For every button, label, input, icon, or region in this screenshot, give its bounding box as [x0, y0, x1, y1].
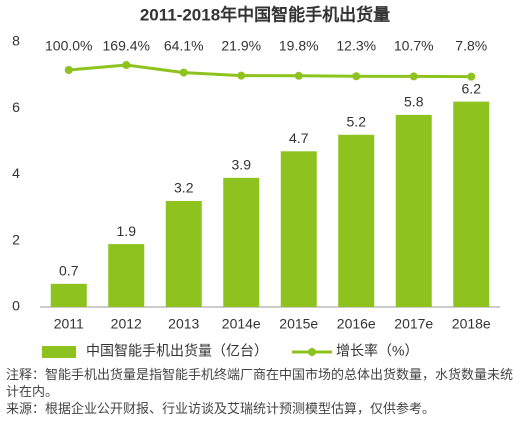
- bar: [395, 114, 432, 307]
- x-tick-label: 2018e: [452, 316, 491, 332]
- y-tick-label: 2: [12, 231, 20, 247]
- legend-label: 中国智能手机出货量（亿台）: [86, 343, 268, 359]
- y-tick-label: 4: [12, 165, 20, 181]
- line-value-label: 64.1%: [164, 38, 204, 54]
- growth-line: [68, 63, 472, 79]
- source: 来源：根据企业公开财报、行业访谈及艾瑞统计预测模型估算，仅供参考。: [6, 401, 436, 416]
- x-tick-label: 2012: [111, 316, 142, 332]
- bar: [223, 177, 260, 307]
- bar-value-label: 4.7: [289, 130, 309, 146]
- line-value-label: 100.0%: [45, 38, 92, 54]
- bar: [338, 134, 375, 307]
- bar-value-label: 5.8: [404, 94, 424, 110]
- legend-swatch: [308, 348, 316, 356]
- bar-value-label: 6.2: [462, 80, 482, 96]
- x-tick-label: 2015e: [279, 316, 318, 332]
- x-tick-label: 2014e: [222, 316, 261, 332]
- line-value-label: 169.4%: [103, 38, 150, 54]
- line-marker: [64, 66, 73, 75]
- line-value-label: 10.7%: [394, 38, 434, 54]
- bar-value-label: 0.7: [59, 263, 79, 279]
- legend-swatch: [42, 346, 76, 358]
- bar-value-label: 3.9: [232, 157, 252, 173]
- line-marker: [352, 72, 361, 81]
- x-tick-label: 2017e: [394, 316, 433, 332]
- legend-label: 增长率（%）: [336, 343, 418, 359]
- bar: [453, 101, 490, 307]
- bar: [50, 283, 87, 307]
- chart: 2011-2018年中国智能手机出货量 0 2 4 6 8 2011 2012 2013 201…: [12, 4, 500, 359]
- line-value-label: 21.9%: [221, 38, 261, 54]
- note: 注释：智能手机出货量是指智能手机终端厂商在中国市场的总体出货数量，水货数量未统计…: [6, 367, 514, 399]
- bar-value-label: 5.2: [347, 113, 367, 129]
- line-marker: [179, 68, 188, 77]
- bar: [165, 201, 202, 307]
- line-value-label: 19.8%: [279, 38, 319, 54]
- bar: [108, 244, 145, 307]
- line-marker: [122, 61, 131, 70]
- line-marker: [294, 71, 303, 80]
- bar-value-label: 3.2: [174, 180, 194, 196]
- line-value-label: 7.8%: [455, 38, 487, 54]
- line-marker: [237, 71, 246, 80]
- line-marker: [467, 72, 476, 81]
- line-marker: [409, 72, 418, 81]
- bar: [280, 151, 317, 307]
- y-tick-label: 0: [12, 298, 20, 314]
- x-tick-label: 2011: [54, 316, 84, 332]
- y-tick-label: 6: [12, 99, 20, 115]
- y-tick-label: 8: [12, 33, 20, 49]
- line-value-label: 12.3%: [336, 38, 376, 54]
- x-tick-label: 2016e: [337, 316, 376, 332]
- chart-title: 2011-2018年中国智能手机出货量: [140, 4, 390, 24]
- bar-value-label: 1.9: [117, 223, 137, 239]
- x-tick-label: 2013: [168, 316, 199, 332]
